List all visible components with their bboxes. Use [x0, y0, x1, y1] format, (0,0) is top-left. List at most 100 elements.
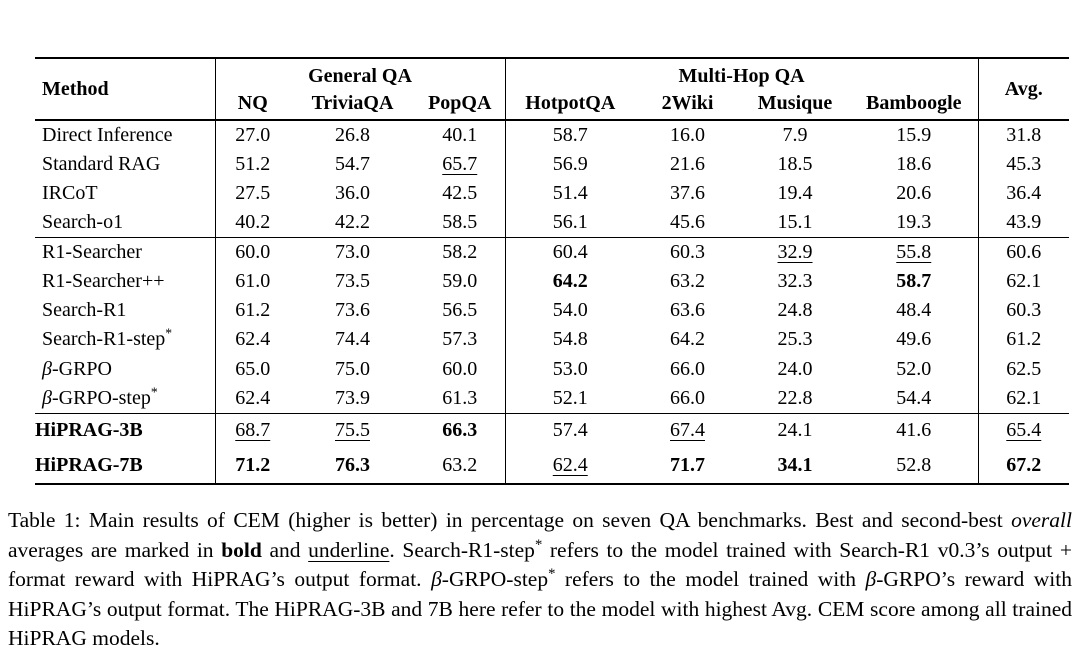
method-cell: HiPRAG-7B — [35, 448, 216, 484]
table-row-search-r1-step: Search-R1-step* 62.4 74.4 57.3 54.8 64.2 25.3 4… — [35, 325, 1069, 355]
table-row-r1-searcher: R1-Searcher++ 61.0 73.5 59.0 64.2 63.2 32.3 58.… — [35, 267, 1069, 297]
score-cell: 60.4 — [505, 237, 636, 268]
score-cell: 68.7 — [215, 412, 290, 449]
score-cell: 73.0 — [290, 237, 415, 268]
caption-segment: refers to the model trained with Search-… — [8, 537, 1073, 592]
method-cell: Direct Inference — [35, 118, 216, 151]
score-cell: 60.0 — [415, 354, 506, 384]
score-cell: 71.2 — [235, 453, 271, 476]
caption-segment: Table 1: Main results of CEM (higher is … — [8, 508, 1012, 532]
score-cell: 66.3 — [415, 412, 506, 449]
col-header-nq: NQ — [237, 92, 268, 114]
table-body: Direct Inference 27.0 26.8 40.1 58.7 16.0 7.9 1… — [35, 118, 1070, 484]
score-cell: 73.9 — [335, 386, 370, 409]
score-cell: 19.3 — [850, 208, 979, 238]
table-row-search-o1: Search-o1 40.2 42.2 58.5 56.1 45.6 15.1 19.3 43.… — [35, 208, 1069, 238]
score-cell: 24.1 — [740, 412, 851, 449]
avg-score-cell: 65.4 — [978, 412, 1070, 449]
score-cell: 34.1 — [777, 453, 813, 476]
avg-score-cell: 60.6 — [978, 237, 1070, 268]
score-cell: 56.1 — [552, 211, 588, 234]
col-header-bamboogle: Bamboogle — [850, 89, 979, 120]
score-cell: 24.8 — [777, 299, 813, 322]
avg-score-cell: 61.2 — [1006, 328, 1042, 351]
score-cell: 42.2 — [335, 211, 370, 234]
score-cell: 54.4 — [850, 383, 979, 414]
score-cell: 42.5 — [415, 179, 506, 209]
table-row-grpo-step: β-GRPO-step* 62.4 73.9 61.3 52.1 66.0 22.8 54.4… — [35, 383, 1069, 414]
score-cell: 16.0 — [635, 118, 741, 151]
score-cell: 58.2 — [415, 237, 506, 268]
score-cell: 76.3 — [335, 453, 370, 476]
score-cell: 65.0 — [235, 357, 271, 380]
score-cell: 58.7 — [850, 267, 979, 297]
score-cell: 63.2 — [415, 448, 506, 484]
table-row-r1-searcher: R1-Searcher 60.0 73.0 58.2 60.4 60.3 32.9 55.8 6… — [35, 237, 1070, 268]
score-cell: 73.6 — [335, 299, 370, 322]
score-cell: 52.8 — [850, 448, 979, 484]
caption-segment: * — [548, 566, 556, 583]
score-cell: 49.6 — [850, 325, 979, 355]
score-cell: 18.6 — [850, 150, 979, 180]
method-cell: Search-R1 — [35, 296, 216, 326]
score-cell: 48.4 — [850, 296, 979, 326]
caption-segment: -GRPO’s reward with HiPRAG’s output form… — [8, 567, 1072, 651]
score-cell: 45.6 — [670, 211, 706, 234]
score-cell: 65.7 — [415, 150, 506, 180]
table-row-direct-inference: Direct Inference 27.0 26.8 40.1 58.7 16.0 7.9 1… — [35, 118, 1070, 151]
caption-segment: * — [534, 536, 543, 553]
avg-score-cell: 62.1 — [1006, 270, 1042, 293]
col-header-triviaqa: TriviaQA — [311, 92, 394, 114]
score-cell: 62.4 — [235, 328, 271, 351]
col-header-2wiki: 2Wiki — [661, 92, 714, 114]
asterisk-superscript: * — [165, 325, 173, 341]
col-header-method: Method — [35, 58, 216, 120]
caption-segment: bold — [221, 537, 262, 562]
score-cell: 59.0 — [415, 267, 506, 297]
beta-symbol: β — [42, 386, 52, 409]
table-row-hiprag-7b: HiPRAG-7B 71.2 76.3 63.2 62.4 71.7 34.1 52.8 67.… — [35, 448, 1069, 484]
score-cell: 52.0 — [850, 354, 979, 384]
score-cell: 58.7 — [505, 118, 636, 151]
score-cell: 15.9 — [850, 118, 979, 151]
table-row-grpo: β-GRPO 65.0 75.0 60.0 53.0 66.0 24.0 52.0 62.5 — [35, 354, 1069, 384]
score-cell: 64.2 — [670, 328, 706, 351]
score-cell: 27.0 — [215, 118, 290, 151]
avg-score-cell: 43.9 — [1006, 211, 1042, 234]
score-cell: 51.4 — [552, 181, 588, 204]
method-cell: IRCoT — [35, 179, 216, 209]
beta-symbol: β — [42, 357, 52, 380]
score-cell: 15.1 — [777, 211, 813, 234]
score-cell: 24.0 — [777, 357, 813, 380]
method-cell: R1-Searcher++ — [35, 267, 216, 297]
score-cell: 40.1 — [415, 118, 506, 151]
score-cell: 40.2 — [235, 211, 271, 234]
score-cell: 32.3 — [777, 270, 813, 293]
score-cell: 20.6 — [850, 179, 979, 209]
caption-segment: underline — [308, 537, 390, 562]
table-row-ircot: IRCoT 27.5 36.0 42.5 51.4 37.6 19.4 20.6 36.4 — [35, 179, 1069, 209]
score-cell: 26.8 — [290, 118, 415, 151]
caption-segment: -GRPO-step — [441, 567, 549, 592]
score-cell: 63.6 — [670, 299, 706, 322]
score-cell: 61.2 — [235, 299, 271, 322]
score-cell: 19.4 — [777, 181, 813, 204]
score-cell: 71.7 — [670, 453, 706, 476]
score-cell: 62.4 — [552, 453, 588, 476]
score-cell: 53.0 — [552, 357, 588, 380]
score-cell: 58.5 — [415, 208, 506, 238]
header-row-benchmarks: NQ TriviaQA PopQA HotpotQA 2Wiki Musique Bambo… — [35, 89, 1069, 120]
avg-score-cell: 62.5 — [1006, 357, 1042, 380]
score-cell: 75.0 — [335, 357, 370, 380]
method-cell: R1-Searcher — [35, 237, 216, 268]
score-cell: 22.8 — [777, 386, 813, 409]
score-cell: 37.6 — [670, 181, 706, 204]
table-row-search-r1: Search-R1 61.2 73.6 56.5 54.0 63.6 24.8 48.4 60.… — [35, 296, 1069, 326]
score-cell: 7.9 — [740, 118, 851, 151]
score-cell: 75.5 — [290, 412, 415, 449]
score-cell: 60.0 — [215, 237, 290, 268]
score-cell: 66.0 — [670, 386, 706, 409]
caption-segment: . Search-R1-step — [389, 537, 535, 562]
avg-score-cell: 31.8 — [978, 118, 1070, 151]
